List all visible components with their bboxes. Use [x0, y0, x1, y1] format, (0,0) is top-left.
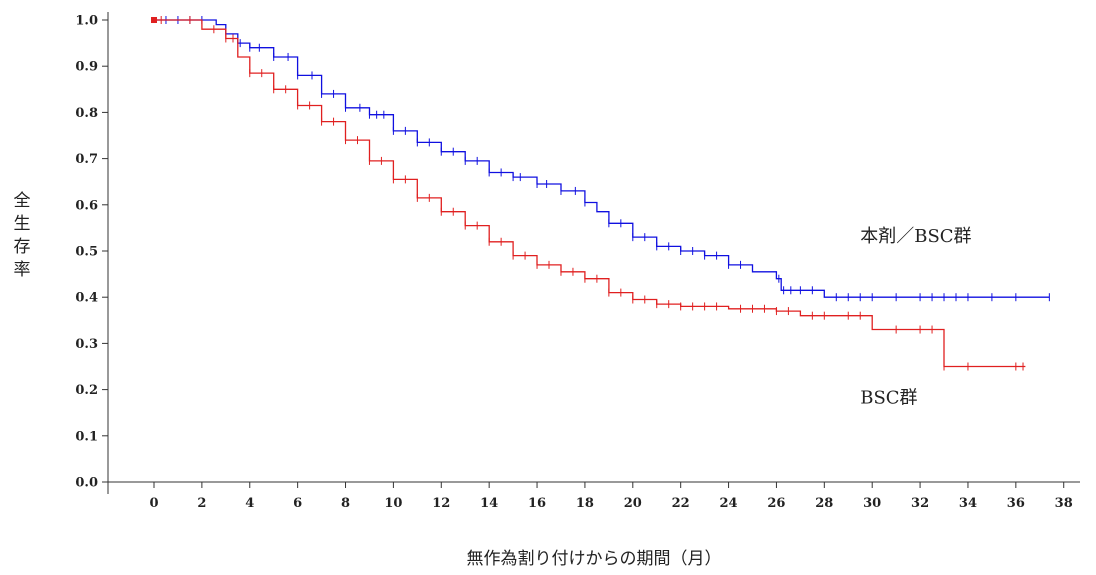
y-tick-label: 0.6	[75, 198, 98, 213]
y-tick-label: 0.8	[75, 106, 98, 121]
x-tick-label: 26	[767, 496, 785, 511]
x-tick-label: 4	[245, 496, 254, 511]
series-1	[151, 16, 1026, 371]
x-tick-label: 24	[720, 496, 738, 511]
y-tick-label: 0.0	[75, 476, 98, 491]
series-start-marker	[151, 17, 157, 23]
y-axis-title-char: 存	[14, 237, 31, 257]
labels-layer: 本剤／BSC群 BSC群	[860, 226, 971, 409]
x-axis-title: 無作為割り付けからの期間（月）	[467, 549, 722, 569]
x-tick-label: 38	[1055, 496, 1073, 511]
x-tick-label: 22	[672, 496, 690, 511]
y-tick-label: 0.2	[75, 383, 98, 398]
y-axis-title-char: 率	[14, 260, 31, 280]
series-label: BSC群	[860, 387, 917, 408]
x-tick-label: 10	[384, 496, 402, 511]
y-tick-label: 0.3	[75, 337, 98, 352]
series-layer	[151, 16, 1050, 371]
y-tick-label: 0.7	[75, 152, 98, 167]
x-tick-label: 30	[863, 496, 881, 511]
series-label: 本剤／BSC群	[860, 226, 971, 247]
x-tick-label: 36	[1007, 496, 1025, 511]
series-line	[154, 19, 1026, 368]
x-tick-label: 8	[341, 496, 350, 511]
x-tick-label: 6	[293, 496, 302, 511]
series-0	[151, 16, 1050, 302]
x-tick-label: 16	[528, 496, 546, 511]
y-tick-label: 0.4	[75, 291, 98, 306]
x-tick-label: 34	[959, 496, 977, 511]
y-axis-title-char: 生	[14, 214, 31, 234]
y-axis-title-char: 全	[14, 191, 31, 211]
x-tick-label: 18	[576, 496, 594, 511]
x-tick-label: 2	[197, 496, 206, 511]
y-tick-label: 1.0	[75, 14, 98, 29]
x-tick-label: 32	[911, 496, 929, 511]
x-tick-label: 12	[432, 496, 450, 511]
y-tick-label: 0.1	[75, 429, 98, 444]
y-tick-label: 0.9	[75, 60, 98, 75]
x-tick-label: 0	[149, 496, 158, 511]
y-tick-label: 0.5	[75, 245, 98, 260]
x-tick-label: 14	[480, 496, 498, 511]
series-line	[154, 19, 1050, 298]
x-tick-label: 20	[624, 496, 642, 511]
x-tick-label: 28	[815, 496, 833, 511]
axes: 0.00.10.20.30.40.50.60.70.80.91.00 2 4 6 8 10…	[75, 12, 1080, 511]
